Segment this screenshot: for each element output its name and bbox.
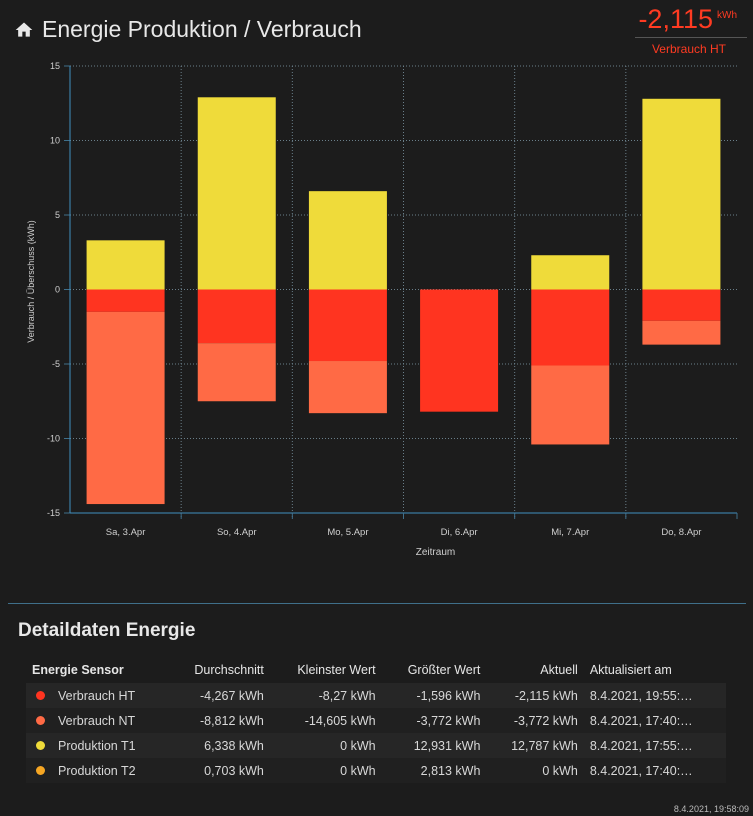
bar-segment <box>642 320 721 345</box>
table-row[interactable]: Produktion T2 0,703 kWh 0 kWh 2,813 kWh 0 kW… <box>26 758 726 783</box>
col-header-max[interactable]: Größter Wert <box>407 663 481 677</box>
bar-segment <box>197 343 276 402</box>
bar-segment <box>197 97 276 290</box>
page-title: Energie Produktion / Verbrauch <box>42 16 362 42</box>
cell-avg: 6,338 kWh <box>204 738 264 753</box>
cell-current: -2,115 kWh <box>514 688 578 703</box>
bar-segment <box>420 289 499 412</box>
sensor-cell: Produktion T2 <box>26 758 169 783</box>
bar-segment <box>642 289 721 321</box>
col-header-current[interactable]: Aktuell <box>540 663 578 677</box>
sensor-name: Verbrauch HT <box>58 688 136 703</box>
cell-updated: 8.4.2021, 17:40:… <box>589 713 693 728</box>
x-tick-label: Di, 6.Apr <box>441 527 478 538</box>
y-tick-label: -10 <box>47 434 60 444</box>
bar-segment <box>531 255 610 290</box>
cell-avg: -8,812 kWh <box>199 713 264 728</box>
cell-max: 2,813 kWh <box>420 763 481 778</box>
sensor-cell: Verbrauch HT <box>26 683 169 708</box>
kpi-label: Verbrauch HT <box>651 42 727 56</box>
sensor-name: Produktion T2 <box>58 763 136 778</box>
table-header-row: Energie Sensor Durchschnitt Kleinster We… <box>26 657 726 683</box>
energy-bar-chart: 15 10 5 0 -5 -10 -15 Sa, 3.Apr So, 4.Apr Mo, 5.Ap… <box>26 61 738 558</box>
x-axis-label: Zeitraum <box>416 547 455 558</box>
cell-max: -3,772 kWh <box>416 713 481 728</box>
cell-updated: 8.4.2021, 19:55:… <box>589 688 693 703</box>
bar-segment <box>86 240 165 290</box>
bar-segment <box>642 98 721 290</box>
cell-updated: 8.4.2021, 17:40:… <box>589 763 693 778</box>
cell-avg: -4,267 kWh <box>199 688 264 703</box>
bar-segment <box>531 289 610 366</box>
series-color-dot <box>36 765 45 775</box>
card-header: Energie Produktion / Verbrauch -2,115 kWh… <box>0 0 753 60</box>
y-axis-label: Verbrauch / Überschuss (kWh) <box>26 220 36 343</box>
kpi-divider <box>635 37 747 38</box>
y-tick-label: 10 <box>50 136 60 146</box>
x-tick-label: Mo, 5.Apr <box>327 527 368 538</box>
y-tick-label: -5 <box>52 359 60 369</box>
cell-min: -14,605 kWh <box>304 713 376 728</box>
bar-segment <box>308 289 387 362</box>
series-color-dot <box>36 690 45 700</box>
cell-min: -8,27 kWh <box>318 688 376 703</box>
cell-current: -3,772 kWh <box>513 713 578 728</box>
cell-min: 0 kWh <box>340 763 376 778</box>
x-tick-label: Sa, 3.Apr <box>106 527 146 538</box>
table-row[interactable]: Produktion T1 6,338 kWh 0 kWh 12,931 kWh 12,… <box>26 733 726 758</box>
last-updated-timestamp: 8.4.2021, 19:58:09 <box>673 804 749 814</box>
details-table: Energie Sensor Durchschnitt Kleinster We… <box>26 657 726 783</box>
sensor-cell: Verbrauch NT <box>26 708 169 733</box>
cell-current: 12,787 kWh <box>511 738 578 753</box>
table-row[interactable]: Verbrauch NT -8,812 kWh -14,605 kWh -3,772 … <box>26 708 726 733</box>
col-header-sensor[interactable]: Energie Sensor <box>32 663 124 677</box>
sensor-name: Verbrauch NT <box>58 713 136 728</box>
sensor-name: Produktion T1 <box>58 738 136 753</box>
cell-min: 0 kWh <box>340 738 376 753</box>
series-color-dot <box>36 715 45 725</box>
series-color-dot <box>36 740 45 750</box>
x-tick-label: So, 4.Apr <box>217 527 257 538</box>
col-header-average[interactable]: Durchschnitt <box>194 663 264 677</box>
bar-segment <box>308 361 387 414</box>
cell-updated: 8.4.2021, 17:55:… <box>589 738 693 753</box>
col-header-updated[interactable]: Aktualisiert am <box>589 663 672 677</box>
bar-segment <box>308 191 387 290</box>
cell-avg: 0,703 kWh <box>204 763 264 778</box>
col-header-min[interactable]: Kleinster Wert <box>297 663 376 677</box>
kpi-unit: kWh <box>717 10 737 21</box>
table-row[interactable]: Verbrauch HT -4,267 kWh -8,27 kWh -1,596 kW… <box>26 683 726 708</box>
bar-segment <box>86 311 165 505</box>
x-tick-label: Mi, 7.Apr <box>551 527 589 538</box>
bar-segment <box>86 289 165 312</box>
kpi-value: -2,115 <box>638 4 713 34</box>
y-tick-label: 0 <box>55 285 60 295</box>
cell-max: -1,596 kWh <box>416 688 481 703</box>
details-title: Detaildaten Energie <box>18 620 196 641</box>
y-tick-label: 15 <box>50 61 60 71</box>
bar-segment <box>531 365 610 445</box>
bar-segment <box>197 289 276 344</box>
x-tick-label: Do, 8.Apr <box>661 527 701 538</box>
kpi-current-value[interactable]: -2,115 kWh Verbrauch HT <box>631 4 747 56</box>
y-tick-label: 5 <box>55 210 60 220</box>
y-tick-label: -15 <box>47 508 60 518</box>
home-icon <box>15 22 33 37</box>
sensor-cell: Produktion T1 <box>26 733 169 758</box>
cell-max: 12,931 kWh <box>413 738 481 753</box>
cell-current: 0 kWh <box>542 763 578 778</box>
section-divider <box>8 603 746 604</box>
